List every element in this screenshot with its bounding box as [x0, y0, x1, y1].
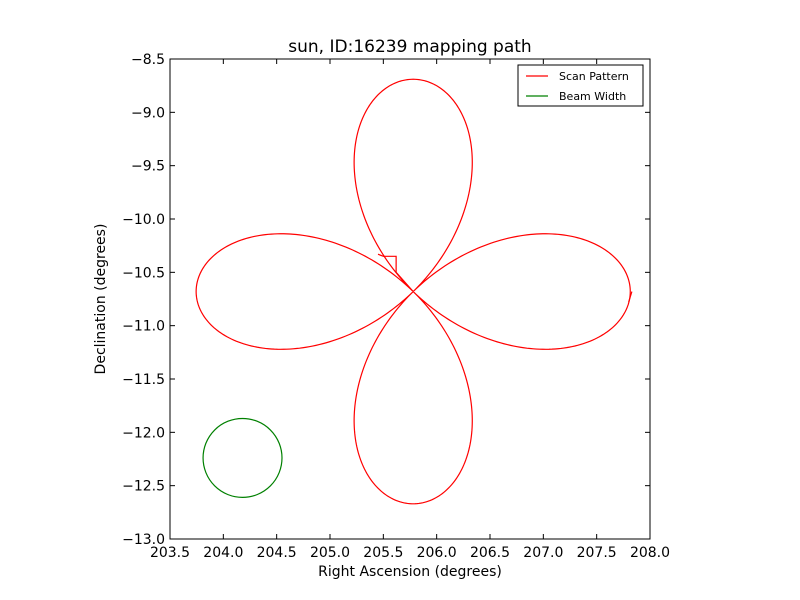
legend-box: [517, 64, 644, 107]
chart-title: sun, ID:16239 mapping path: [288, 37, 531, 57]
x-tick-label: 208.0: [630, 545, 670, 561]
legend-label-scan-pattern: Scan Pattern: [559, 70, 629, 83]
beam-width-circle: [202, 417, 283, 498]
series-layer: [195, 78, 633, 505]
plot-frame: [169, 58, 651, 540]
y-tick-label: −10.5: [122, 265, 165, 281]
legend: Scan Pattern Beam Width: [517, 64, 644, 107]
y-tick-label: −11.5: [122, 372, 165, 388]
y-tick-label: −10.0: [122, 212, 165, 228]
x-axis-label: Right Ascension (degrees): [318, 564, 502, 580]
scan-pattern-start-segment: [377, 253, 414, 292]
plot-area: [170, 59, 650, 539]
y-tick-label: −12.5: [122, 479, 165, 495]
x-tick-label: 207.5: [577, 545, 617, 561]
y-tick-label: −8.5: [131, 52, 165, 68]
y-tick-label: −9.0: [131, 105, 165, 121]
legend-label-beam-width: Beam Width: [559, 90, 626, 103]
y-tick-label: −9.5: [131, 159, 165, 175]
scan-pattern-line: [195, 78, 631, 505]
x-tick-label: 206.0: [417, 545, 457, 561]
y-tick-label: −13.0: [122, 532, 165, 548]
x-tick-label: 203.5: [150, 545, 190, 561]
x-tick-label: 205.0: [310, 545, 350, 561]
x-tick-label: 207.0: [523, 545, 563, 561]
y-tick-label: −12.0: [122, 425, 165, 441]
x-tick-label: 205.5: [363, 545, 403, 561]
x-tick-label: 206.5: [470, 545, 510, 561]
x-ticks: 203.5 204.0 204.5 205.0 205.5 206.0 206.5 207.0…: [150, 59, 670, 561]
x-tick-label: 204.5: [257, 545, 297, 561]
y-axis-label: Declination (degrees): [93, 224, 109, 375]
x-tick-label: 204.0: [203, 545, 243, 561]
y-tick-label: −11.0: [122, 319, 165, 335]
scan-pattern-end-segment: [628, 291, 633, 303]
plot-clip-group: [195, 78, 633, 505]
y-ticks: −8.5 −9.0 −9.5 −10.0 −10.5 −11.0 −11.5 −12.0 −12…: [122, 52, 650, 548]
